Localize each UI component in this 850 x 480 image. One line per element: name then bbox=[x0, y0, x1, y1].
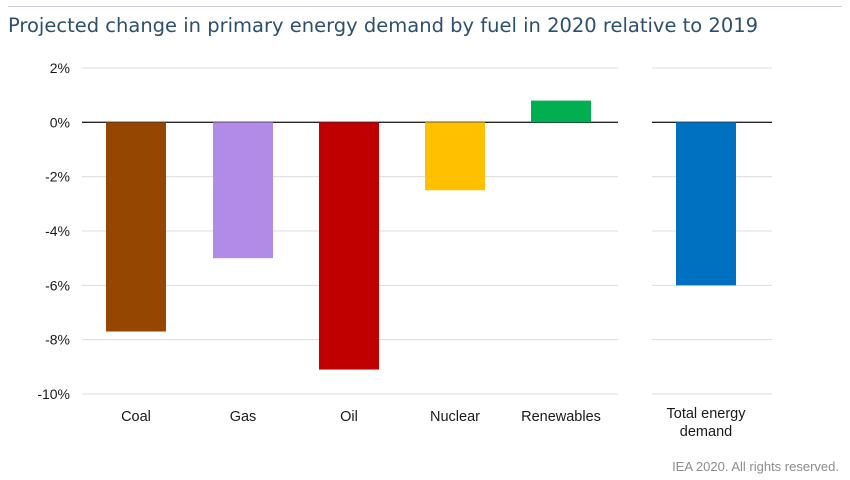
bar-gas bbox=[213, 122, 273, 259]
y-tick-label: -2% bbox=[45, 169, 70, 185]
y-tick-label: -6% bbox=[45, 277, 70, 293]
x-category-label: Renewables bbox=[521, 409, 601, 425]
chart-title: Projected change in primary energy deman… bbox=[8, 14, 759, 37]
y-tick-label: -8% bbox=[45, 332, 70, 348]
x-category-label: Total energy bbox=[667, 406, 747, 422]
x-category-label: Gas bbox=[230, 409, 257, 425]
bar-coal bbox=[106, 122, 166, 332]
y-tick-label: -10% bbox=[37, 386, 70, 402]
y-tick-label: 0% bbox=[50, 114, 70, 130]
bar-total-energy-demand bbox=[676, 122, 736, 286]
x-category-label: Coal bbox=[121, 409, 151, 425]
y-tick-label: -4% bbox=[45, 223, 70, 239]
copyright-footer: IEA 2020. All rights reserved. bbox=[672, 459, 839, 474]
y-tick-label: 2% bbox=[50, 60, 70, 76]
x-category-label: Nuclear bbox=[430, 409, 480, 425]
bar-oil bbox=[319, 122, 379, 370]
bar-renewables bbox=[531, 100, 591, 123]
x-category-label: demand bbox=[680, 424, 732, 440]
bar-nuclear bbox=[425, 122, 485, 191]
x-category-label: Oil bbox=[340, 409, 358, 425]
top-rule bbox=[8, 6, 842, 7]
